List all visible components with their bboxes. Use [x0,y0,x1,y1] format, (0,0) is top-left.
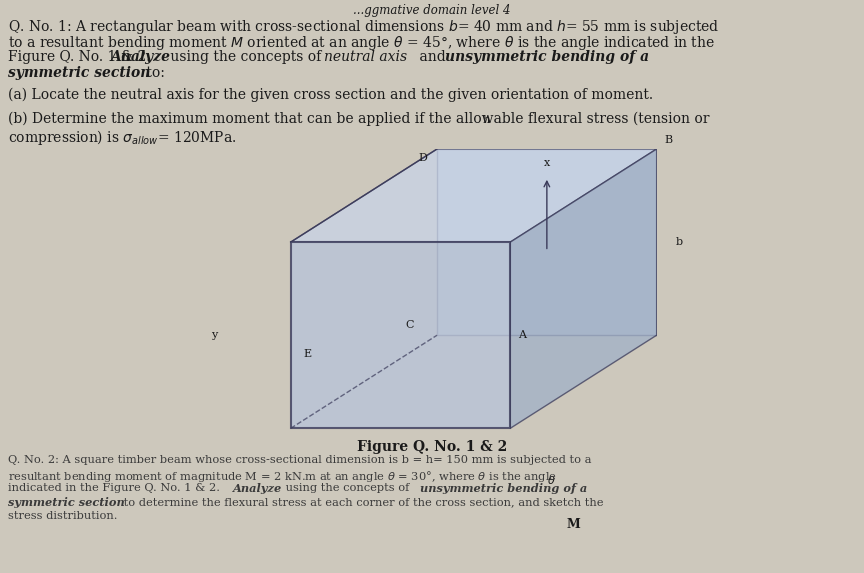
Text: x: x [543,158,550,167]
Text: using the concepts of: using the concepts of [282,483,413,493]
Text: to:: to: [142,66,165,80]
Text: compression) is $\sigma_{allow}$= 120MPa.: compression) is $\sigma_{allow}$= 120MPa… [8,128,237,147]
Text: (b) Determine the maximum moment that can be applied if the allowable flexural s: (b) Determine the maximum moment that ca… [8,112,709,127]
Text: b: b [677,237,683,247]
Text: A: A [518,330,525,340]
Text: M: M [567,518,581,531]
Text: using the concepts of: using the concepts of [166,50,326,64]
Text: indicated in the Figure Q. No. 1 & 2.: indicated in the Figure Q. No. 1 & 2. [8,483,224,493]
Text: unsymmetric bending of a: unsymmetric bending of a [445,50,649,64]
Text: Q. No. 2: A square timber beam whose cross-sectional dimension is b = h= 150 mm : Q. No. 2: A square timber beam whose cro… [8,455,592,465]
Polygon shape [290,242,511,429]
Text: symmetric section: symmetric section [8,66,150,80]
Text: D: D [418,153,428,163]
Text: to a resultant bending moment $M$ oriented at an angle $\theta$ = 45$°$, where $: to a resultant bending moment $M$ orient… [8,34,715,52]
Polygon shape [437,149,657,335]
Text: symmetric section: symmetric section [8,497,124,508]
Text: and: and [415,50,450,64]
Polygon shape [290,149,657,242]
Text: Analyze: Analyze [110,50,170,64]
Text: y: y [212,330,218,340]
Text: resultant bending moment of magnitude M = 2 kN.m at an angle $\theta$ = 30°, whe: resultant bending moment of magnitude M … [8,469,557,484]
Text: (a) Locate the neutral axis for the given cross section and the given orientatio: (a) Locate the neutral axis for the give… [8,88,653,103]
Text: unsymmetric bending of a: unsymmetric bending of a [420,483,588,494]
Text: to determine the flexural stress at each corner of the cross section, and sketch: to determine the flexural stress at each… [120,497,603,507]
Text: Figure Q. No. 1 & 2.: Figure Q. No. 1 & 2. [8,50,155,64]
Text: Analyze: Analyze [233,483,283,494]
Text: neutral axis: neutral axis [324,50,407,64]
Text: ...ggmative domain level 4: ...ggmative domain level 4 [353,4,511,17]
Text: h: h [482,115,490,125]
Text: C: C [405,320,414,329]
Text: $\theta$: $\theta$ [548,474,556,486]
Text: Q. No. 1: A rectangular beam with cross-sectional dimensions $b$= 40 mm and $h$=: Q. No. 1: A rectangular beam with cross-… [8,18,720,36]
Text: B: B [664,135,672,146]
Text: Figure Q. No. 1 & 2: Figure Q. No. 1 & 2 [357,440,507,454]
Text: stress distribution.: stress distribution. [8,511,118,521]
Polygon shape [511,149,657,429]
Text: E: E [303,349,311,359]
